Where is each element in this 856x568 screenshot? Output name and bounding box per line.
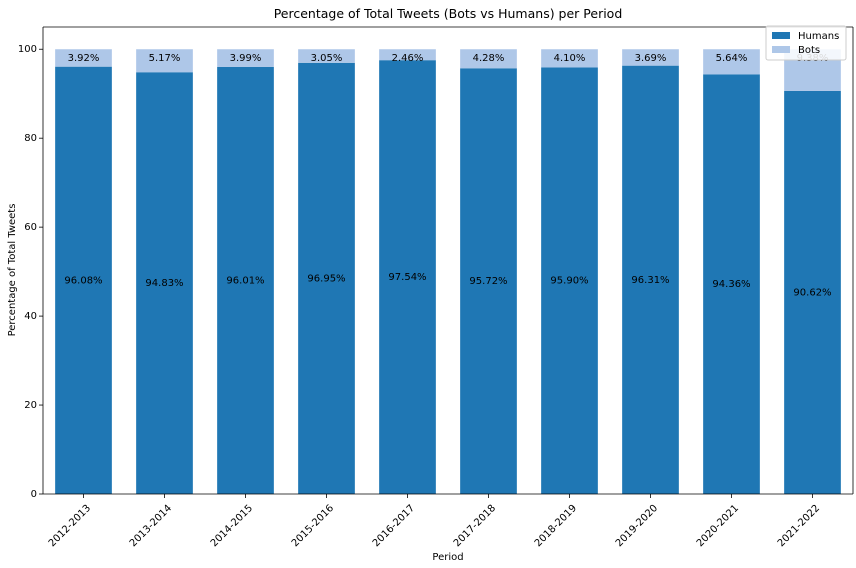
bar-humans-2015-2016 [298, 62, 355, 494]
bar-bots-2019-2020 [622, 49, 679, 66]
legend-swatch-humans [772, 32, 790, 39]
bar-bots-2020-2021 [703, 49, 760, 75]
data-label-bots-2012-2013: 3.92% [68, 53, 100, 64]
data-label-bots-2018-2019: 4.10% [554, 53, 586, 64]
x-tick-label-2017-2018: 2017-2018 [452, 503, 498, 549]
x-tick-label-2012-2013: 2012-2013 [47, 503, 93, 549]
bar-bots-2013-2014 [136, 49, 193, 73]
data-label-humans-2020-2021: 94.36% [712, 279, 750, 290]
x-tick-label-2016-2017: 2016-2017 [371, 503, 417, 549]
bars-layer [55, 49, 841, 495]
y-axis-label: Percentage of Total Tweets [7, 204, 18, 337]
y-tick-label-0: 0 [31, 489, 37, 500]
chart-title: Percentage of Total Tweets (Bots vs Huma… [274, 6, 623, 21]
bar-humans-2018-2019 [541, 67, 598, 495]
data-label-humans-2017-2018: 95.72% [469, 276, 507, 287]
bar-humans-2019-2020 [622, 65, 679, 494]
data-label-bots-2019-2020: 3.69% [635, 53, 667, 64]
data-label-bots-2017-2018: 4.28% [473, 53, 505, 64]
x-tick-label-2018-2019: 2018-2019 [533, 503, 579, 549]
data-label-humans-2016-2017: 97.54% [388, 272, 426, 283]
data-label-bots-2020-2021: 5.64% [716, 53, 748, 64]
data-label-humans-2019-2020: 96.31% [631, 275, 669, 286]
bar-humans-2013-2014 [136, 72, 193, 494]
bar-bots-2016-2017 [379, 49, 436, 61]
legend-swatch-bots [772, 46, 790, 53]
data-label-humans-2012-2013: 96.08% [64, 275, 102, 286]
x-tick-label-2015-2016: 2015-2016 [290, 503, 336, 549]
bar-humans-2020-2021 [703, 74, 760, 495]
data-label-humans-2014-2015: 96.01% [226, 275, 264, 286]
legend-label-humans: Humans [798, 31, 839, 42]
x-tick-label-2014-2015: 2014-2015 [209, 503, 255, 549]
data-label-humans-2013-2014: 94.83% [145, 278, 183, 289]
y-tick-label-40: 40 [24, 311, 37, 322]
data-label-humans-2018-2019: 95.90% [550, 276, 588, 287]
y-tick-label-100: 100 [18, 44, 37, 55]
y-tick-label-60: 60 [24, 222, 37, 233]
bar-bots-2017-2018 [460, 49, 517, 69]
x-tick-label-2013-2014: 2013-2014 [128, 503, 174, 549]
bar-humans-2014-2015 [217, 66, 274, 494]
data-label-humans-2015-2016: 96.95% [307, 273, 345, 284]
bar-humans-2012-2013 [55, 66, 112, 494]
data-label-humans-2021-2022: 90.62% [793, 287, 831, 298]
bar-humans-2016-2017 [379, 60, 436, 495]
bar-humans-2017-2018 [460, 68, 517, 495]
y-tick-label-20: 20 [24, 400, 37, 411]
x-tick-label-2021-2022: 2021-2022 [776, 503, 822, 549]
bar-bots-2015-2016 [298, 49, 355, 63]
x-tick-label-2020-2021: 2020-2021 [695, 503, 741, 549]
bar-bots-2018-2019 [541, 49, 598, 68]
x-axis-label: Period [432, 552, 463, 563]
data-label-bots-2015-2016: 3.05% [311, 53, 343, 64]
data-label-bots-2013-2014: 5.17% [149, 53, 181, 64]
data-label-bots-2014-2015: 3.99% [230, 53, 262, 64]
bar-bots-2014-2015 [217, 49, 274, 67]
y-tick-label-80: 80 [24, 133, 37, 144]
bar-humans-2021-2022 [784, 90, 841, 495]
x-tick-label-2019-2020: 2019-2020 [614, 503, 660, 549]
legend: Humans Bots [765, 25, 847, 61]
bar-bots-2012-2013 [55, 49, 112, 67]
data-label-bots-2016-2017: 2.46% [392, 53, 424, 64]
legend-label-bots: Bots [798, 45, 820, 56]
